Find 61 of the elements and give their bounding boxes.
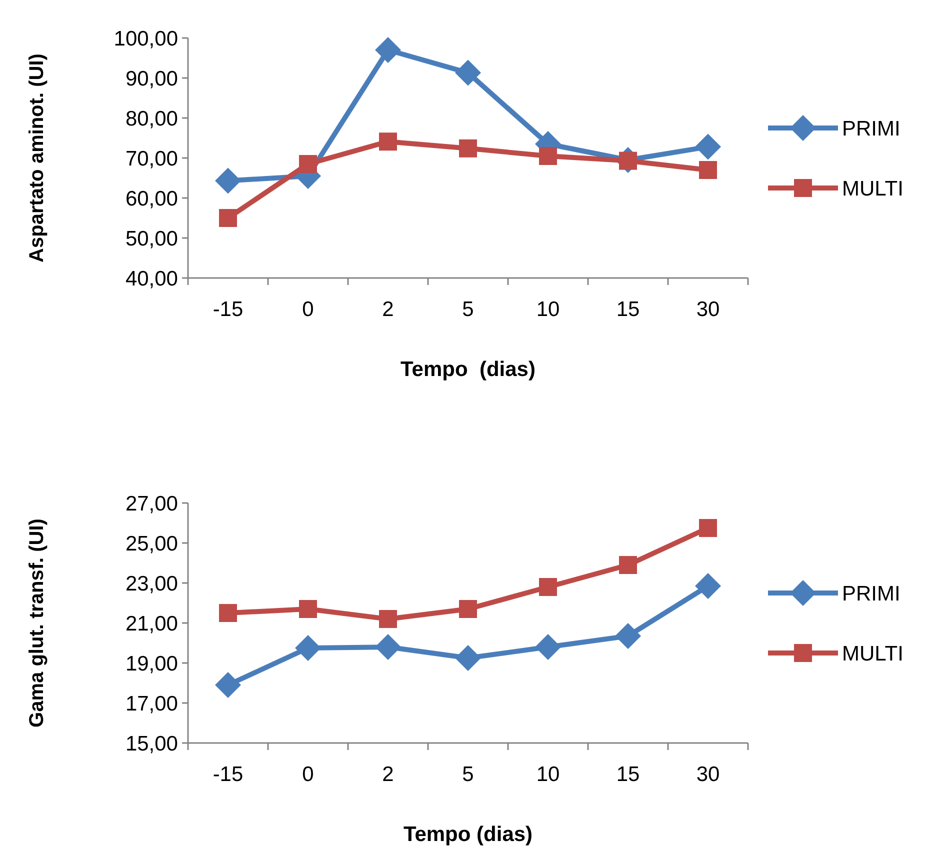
y-tick-label: 90,00 <box>125 67 178 90</box>
point <box>295 635 321 661</box>
y-tick-label: 21,00 <box>125 612 178 636</box>
point <box>699 161 717 179</box>
x-tick-label: 15 <box>616 298 640 321</box>
legend-label: MULTI <box>842 642 904 666</box>
point <box>539 578 557 596</box>
y-tick-label: 25,00 <box>125 532 178 556</box>
point <box>699 519 717 537</box>
point <box>535 634 561 660</box>
point <box>539 147 557 165</box>
x-axis-title: Tempo (dias) <box>403 823 533 846</box>
point <box>695 573 721 599</box>
x-tick-label: 15 <box>616 763 640 786</box>
y-tick-label: 40,00 <box>125 267 178 290</box>
legend-label: PRIMI <box>842 117 900 140</box>
point <box>299 600 317 618</box>
point <box>215 672 241 698</box>
point <box>375 37 401 63</box>
y-tick-label: 27,00 <box>125 492 178 516</box>
x-tick-label: 30 <box>696 298 720 321</box>
x-tick-label: 30 <box>696 763 720 786</box>
point <box>219 604 237 622</box>
point <box>455 60 481 86</box>
y-tick-label: 70,00 <box>125 147 178 170</box>
y-tick-label: 17,00 <box>125 692 178 716</box>
point <box>379 610 397 628</box>
point <box>215 168 241 194</box>
point <box>619 556 637 574</box>
y-tick-label: 50,00 <box>125 227 178 250</box>
x-tick-label: 0 <box>302 298 314 321</box>
y-axis-title: Gama glut. transf. (UI) <box>26 518 48 728</box>
y-tick-label: 19,00 <box>125 652 178 676</box>
x-tick-label: 5 <box>462 298 474 321</box>
x-tick-label: -15 <box>212 298 244 321</box>
point <box>219 209 237 227</box>
legend-label: PRIMI <box>842 582 900 606</box>
x-axis-title: Tempo (dias) <box>400 358 536 381</box>
x-tick-label: 10 <box>536 298 560 321</box>
point <box>695 134 721 160</box>
point <box>379 132 397 151</box>
point <box>299 155 317 173</box>
y-axis-title: Aspartato aminot. (UI) <box>26 54 48 262</box>
y-tick-label: 60,00 <box>125 187 178 210</box>
legend-label: MULTI <box>842 177 904 200</box>
x-tick-label: -15 <box>212 763 244 786</box>
y-tick-label: 100,00 <box>114 27 178 50</box>
point <box>459 139 477 158</box>
point <box>375 634 401 660</box>
point <box>459 600 477 618</box>
y-tick-label: 15,00 <box>125 732 178 756</box>
point <box>619 152 637 170</box>
y-tick-label: 80,00 <box>125 107 178 130</box>
x-tick-label: 5 <box>462 763 474 786</box>
x-tick-label: 2 <box>382 763 394 786</box>
point <box>455 645 481 671</box>
y-tick-label: 23,00 <box>125 572 178 596</box>
x-tick-label: 0 <box>302 763 314 786</box>
point <box>615 623 641 649</box>
x-tick-label: 10 <box>536 763 560 786</box>
x-tick-label: 2 <box>382 298 394 321</box>
